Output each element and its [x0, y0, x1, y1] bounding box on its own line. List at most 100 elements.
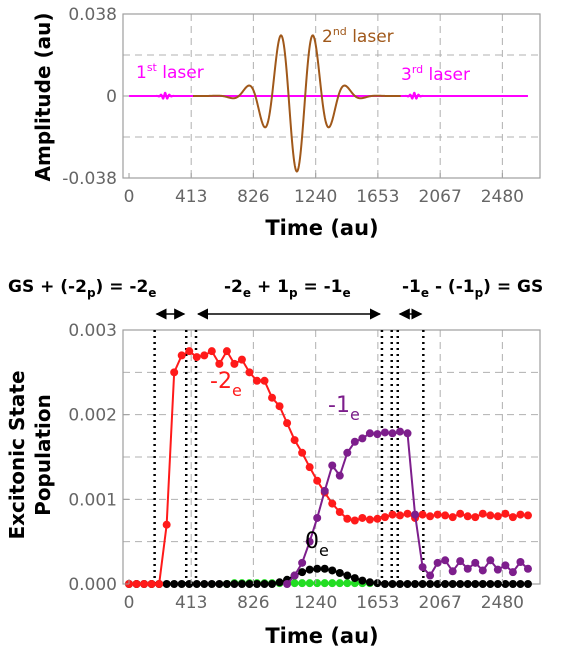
data-point-m1e	[433, 558, 442, 567]
data-point-m2e	[516, 510, 525, 519]
data-point-m2e	[185, 347, 194, 356]
data-point-m2e	[463, 512, 472, 521]
data-point-m1e	[283, 580, 292, 588]
data-point-zeroe	[192, 580, 201, 588]
data-point-m2e	[373, 514, 382, 523]
data-point-m2e	[237, 355, 246, 364]
top-x-axis-title: Time (au)	[265, 216, 378, 240]
data-point-green	[298, 579, 307, 588]
data-point-zeroe	[486, 580, 495, 588]
transition-header: GS + (-2p) = -2e -2e + 1p = -1e -1e - (-…	[8, 277, 543, 320]
top-x-tick-label: 1653	[356, 187, 399, 207]
data-point-m2e	[486, 511, 495, 520]
data-point-green	[335, 579, 344, 588]
data-point-m2e	[207, 347, 216, 356]
data-point-m2e	[230, 359, 239, 368]
data-point-m2e	[313, 476, 322, 485]
data-point-m2e	[403, 509, 412, 518]
data-point-m2e	[200, 351, 209, 360]
data-point-zeroe	[418, 580, 427, 588]
data-point-zeroe	[298, 568, 307, 577]
data-point-m2e	[478, 509, 487, 518]
bottom-x-tick-label: 1653	[356, 593, 399, 613]
data-point-zeroe	[441, 580, 450, 588]
top-y-axis-title: Amplitude (au)	[31, 12, 55, 181]
data-point-zeroe	[516, 580, 525, 588]
data-point-m1e	[501, 561, 510, 570]
data-point-m1e	[493, 565, 502, 574]
data-point-m2e	[245, 368, 254, 377]
data-point-zeroe	[200, 580, 209, 588]
data-point-m2e	[170, 368, 179, 377]
data-point-zeroe	[478, 580, 487, 588]
data-point-zeroe	[493, 580, 502, 588]
data-point-m1e	[516, 557, 525, 566]
data-point-m1e	[305, 537, 314, 546]
data-point-m2e	[396, 511, 404, 520]
data-point-zeroe	[501, 580, 510, 588]
data-point-m2e	[343, 514, 352, 523]
header-right: -1e - (-1p) = GS	[402, 277, 543, 300]
data-point-m2e	[493, 512, 502, 521]
data-point-m1e	[411, 510, 420, 519]
data-point-m2e	[290, 436, 299, 445]
data-point-m2e	[328, 499, 337, 508]
header-left: GS + (-2p) = -2e	[8, 277, 156, 300]
data-point-m1e	[290, 571, 299, 580]
data-point-m2e	[283, 419, 292, 428]
data-point-zeroe	[222, 580, 231, 588]
top-x-tick-label: 2067	[419, 187, 462, 207]
data-point-green	[343, 579, 352, 588]
data-point-m2e	[305, 463, 314, 472]
bottom-x-axis-title: Time (au)	[265, 624, 378, 648]
data-point-zeroe	[185, 580, 194, 588]
data-point-m1e	[328, 461, 337, 470]
bottom-y-tick-label: 0.002	[68, 406, 117, 426]
data-point-m2e	[162, 520, 171, 529]
data-point-m1e	[486, 556, 495, 565]
data-point-zeroe	[215, 580, 224, 588]
laser3-label: 3rd laser	[401, 63, 470, 85]
data-point-zeroe	[448, 580, 457, 588]
data-point-m1e	[463, 564, 472, 573]
top-x-tick-label: 2480	[481, 187, 524, 207]
data-point-m2e	[508, 513, 517, 522]
data-point-zeroe	[275, 578, 284, 587]
top-panel: -0.038 0 0.038 0 413 826 1240 1653 2067 2480 Tim…	[31, 5, 541, 240]
bottom-x-tick-label: 413	[175, 593, 207, 613]
data-point-m2e	[448, 513, 457, 522]
data-point-m1e	[426, 571, 435, 580]
data-point-m2e	[433, 510, 442, 519]
bottom-x-tick-label: 2480	[481, 593, 524, 613]
bottom-y-axis-title-line1: Excitonic State	[5, 370, 29, 539]
data-point-m2e	[275, 402, 284, 411]
data-point-zeroe	[320, 564, 329, 573]
data-point-m1e	[320, 486, 329, 495]
series-label-0e: 0e	[305, 529, 329, 560]
data-point-zeroe	[328, 566, 337, 575]
data-point-m2e	[365, 515, 374, 524]
data-point-m1e	[471, 558, 480, 567]
data-point-zeroe	[358, 576, 367, 585]
data-point-m2e	[380, 513, 389, 522]
data-point-m2e	[268, 393, 277, 402]
data-point-m2e	[350, 516, 359, 525]
data-point-zeroe	[245, 580, 254, 588]
top-y-tick-label: 0	[106, 87, 117, 107]
data-point-m2e	[192, 353, 201, 362]
header-middle: -2e + 1p = -1e	[224, 277, 351, 300]
data-point-zeroe	[508, 580, 517, 588]
data-point-zeroe	[350, 574, 359, 583]
data-point-zeroe	[177, 580, 186, 588]
series-label-minus2e: -2e	[210, 369, 242, 400]
data-point-zeroe	[433, 580, 442, 588]
data-point-m2e	[418, 510, 427, 519]
data-point-zeroe	[170, 580, 179, 588]
top-x-tick-label: 826	[237, 187, 269, 207]
data-point-m1e	[358, 434, 367, 443]
data-point-zeroe	[388, 580, 397, 588]
data-point-green	[305, 579, 314, 588]
data-point-m1e	[313, 513, 322, 522]
data-point-zeroe	[252, 580, 261, 588]
bottom-panel: 0.000 0.001 0.002 0.003 0 413 826 1240 1653 2067…	[5, 321, 541, 648]
